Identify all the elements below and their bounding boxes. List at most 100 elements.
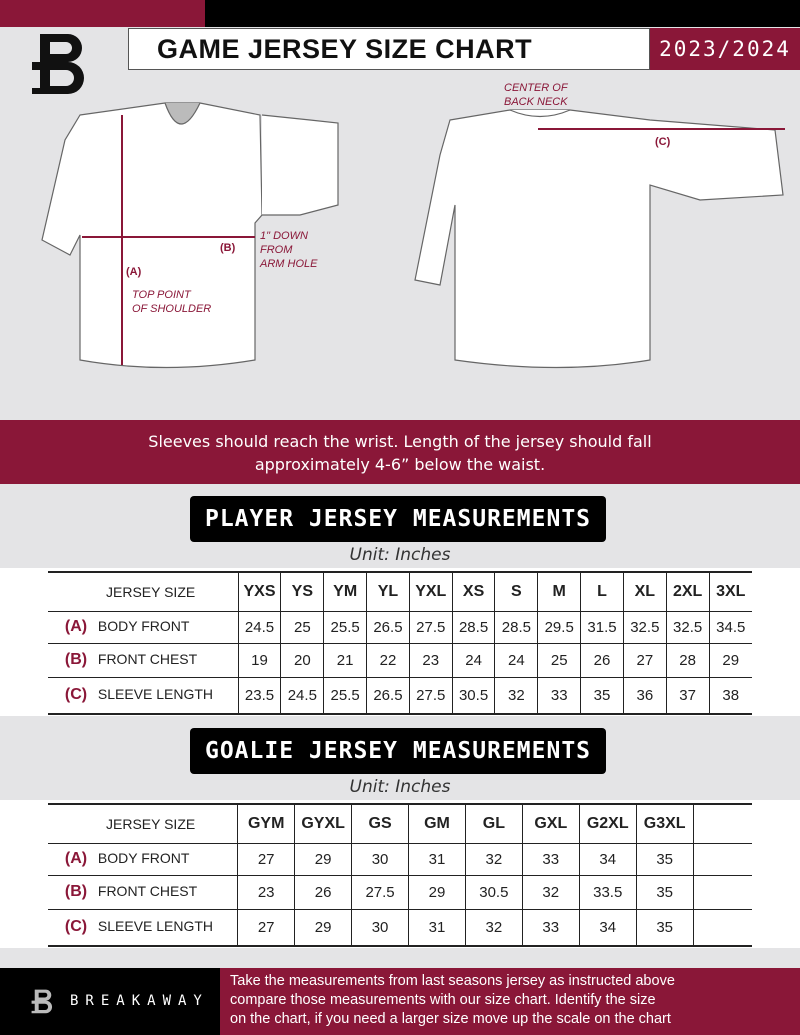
measure-letter: (A) bbox=[64, 618, 88, 635]
table-cell: 25.5 bbox=[323, 676, 368, 715]
size-header: YL bbox=[366, 571, 410, 612]
size-header: G2XL bbox=[578, 803, 637, 844]
measure-letter: (C) bbox=[64, 918, 88, 936]
table-cell: 32 bbox=[464, 842, 523, 876]
table-cell: 35 bbox=[635, 908, 694, 947]
table-cell: 24.5 bbox=[280, 676, 325, 715]
table-cell: 32 bbox=[494, 676, 539, 715]
table-cell: 26.5 bbox=[366, 676, 410, 715]
table-row: (A) BODY FRONT 27 29 30 31 32 33 34 35 bbox=[48, 842, 752, 876]
table-cell: 23 bbox=[408, 642, 453, 678]
jersey-diagram bbox=[41, 102, 785, 369]
size-header: GM bbox=[408, 803, 466, 844]
table-cell: 27.5 bbox=[351, 874, 410, 910]
measure-label: FRONT CHEST bbox=[97, 651, 198, 667]
table-cell: 25 bbox=[280, 610, 325, 644]
footer-logo bbox=[30, 985, 56, 1021]
table-cell: 33 bbox=[521, 842, 580, 876]
table-row: (A) BODY FRONT 24.5 25 25.5 26.5 27.5 28.5 28.5… bbox=[48, 610, 752, 644]
season-badge: 2023/2024 bbox=[650, 28, 800, 70]
top-black-bar bbox=[205, 0, 800, 27]
measure-letter: (A) bbox=[64, 850, 88, 867]
table-cell: 31 bbox=[408, 908, 466, 947]
table-cell: 27.5 bbox=[408, 610, 453, 644]
table-cell: 33.5 bbox=[578, 874, 637, 910]
table-row: (C) SLEEVE LENGTH 23.5 24.5 25.5 26.5 27.5 30.… bbox=[48, 676, 752, 715]
table-cell: 28.5 bbox=[494, 610, 539, 644]
table-cell: 24 bbox=[494, 642, 539, 678]
size-header: GYM bbox=[237, 803, 296, 844]
table-cell: 27.5 bbox=[408, 676, 453, 715]
brand-logo bbox=[28, 30, 94, 100]
table-header-row: JERSEY SIZE YXS YS YM YL YXL XS S M L XL 2XL 3XL bbox=[48, 571, 752, 612]
table-cell: 31 bbox=[408, 842, 466, 876]
table-cell: 25 bbox=[537, 642, 582, 678]
size-header: GL bbox=[464, 803, 523, 844]
table-row: (C) SLEEVE LENGTH 27 29 30 31 32 33 34 35 bbox=[48, 908, 752, 947]
table-cell: 32.5 bbox=[622, 610, 667, 644]
table-cell: 27 bbox=[237, 908, 296, 947]
size-header: 2XL bbox=[665, 571, 710, 612]
size-header: YM bbox=[323, 571, 368, 612]
table-cell: 34.5 bbox=[708, 610, 752, 644]
table-cell: 33 bbox=[537, 676, 582, 715]
size-header: YXS bbox=[237, 571, 282, 612]
table-cell: 30 bbox=[351, 842, 410, 876]
table-cell: 32 bbox=[521, 874, 580, 910]
measure-label: FRONT CHEST bbox=[97, 883, 198, 899]
size-header: YXL bbox=[408, 571, 453, 612]
size-header: 3XL bbox=[708, 571, 752, 612]
center-back-neck-note: CENTER OF bbox=[504, 82, 568, 94]
back-jersey-outline bbox=[414, 109, 784, 369]
label-c: (C) bbox=[655, 136, 671, 148]
table-header-row: JERSEY SIZE GYM GYXL GS GM GL GXL G2XL G3XL bbox=[48, 803, 752, 844]
table-cell: 29 bbox=[708, 642, 752, 678]
table-cell: 38 bbox=[708, 676, 752, 715]
size-header: GS bbox=[351, 803, 410, 844]
size-header: XL bbox=[622, 571, 667, 612]
table-row: (B) FRONT CHEST 23 26 27.5 29 30.5 32 33.5 35 bbox=[48, 874, 752, 910]
label-a: (A) bbox=[126, 266, 142, 278]
shoulder-note: TOP POINT OF SHOULDER bbox=[132, 289, 212, 315]
table-cell: 28.5 bbox=[451, 610, 496, 644]
table-cell: 35 bbox=[635, 842, 694, 876]
table-cell: 24.5 bbox=[237, 610, 282, 644]
table-cell: 37 bbox=[665, 676, 710, 715]
table-cell: 26 bbox=[294, 874, 353, 910]
table-cell bbox=[692, 842, 752, 876]
table-cell: 21 bbox=[323, 642, 368, 678]
table-cell: 30 bbox=[351, 908, 410, 947]
footer-brand-name: BREAKAWAY bbox=[70, 993, 209, 1009]
table-cell: 23 bbox=[237, 874, 296, 910]
measure-letter: (B) bbox=[64, 651, 88, 668]
table-cell: 34 bbox=[578, 842, 637, 876]
goalie-size-table: JERSEY SIZE GYM GYXL GS GM GL GXL G2XL G3XL (A) B… bbox=[48, 803, 752, 947]
page-title: GAME JERSEY SIZE CHART bbox=[128, 28, 650, 70]
player-size-table: JERSEY SIZE YXS YS YM YL YXL XS S M L XL 2XL 3XL (A) … bbox=[48, 571, 752, 715]
table-cell: 27 bbox=[622, 642, 667, 678]
size-header: YS bbox=[280, 571, 325, 612]
table-row: (B) FRONT CHEST 19 20 21 22 23 24 24 25 26 27 28 29 bbox=[48, 642, 752, 678]
measure-letter: (C) bbox=[64, 686, 88, 704]
size-header bbox=[692, 803, 752, 844]
player-unit: Unit: Inches bbox=[349, 545, 451, 565]
arm-hole-note: 1" DOWN FROM ARM HOLE bbox=[260, 230, 318, 270]
goalie-section-title: GOALIE JERSEY MEASUREMENTS bbox=[190, 728, 606, 774]
table-cell: 28 bbox=[665, 642, 710, 678]
table-cell: 32 bbox=[464, 908, 523, 947]
table-cell: 35 bbox=[635, 874, 694, 910]
table-cell: 32.5 bbox=[665, 610, 710, 644]
footer-instructions: Take the measurements from last seasons … bbox=[220, 968, 800, 1035]
table-cell: 23.5 bbox=[237, 676, 282, 715]
size-header: L bbox=[580, 571, 624, 612]
fit-instructions-band: Sleeves should reach the wrist. Length o… bbox=[0, 420, 800, 484]
player-section-title: PLAYER JERSEY MEASUREMENTS bbox=[190, 496, 606, 542]
table-cell: 26.5 bbox=[366, 610, 410, 644]
table-cell: 35 bbox=[580, 676, 624, 715]
top-accent-bar bbox=[0, 0, 205, 27]
measure-label: BODY FRONT bbox=[97, 618, 190, 634]
table-cell bbox=[692, 908, 752, 947]
size-header: GYXL bbox=[294, 803, 353, 844]
size-header: M bbox=[537, 571, 582, 612]
table-cell: 26 bbox=[580, 642, 624, 678]
